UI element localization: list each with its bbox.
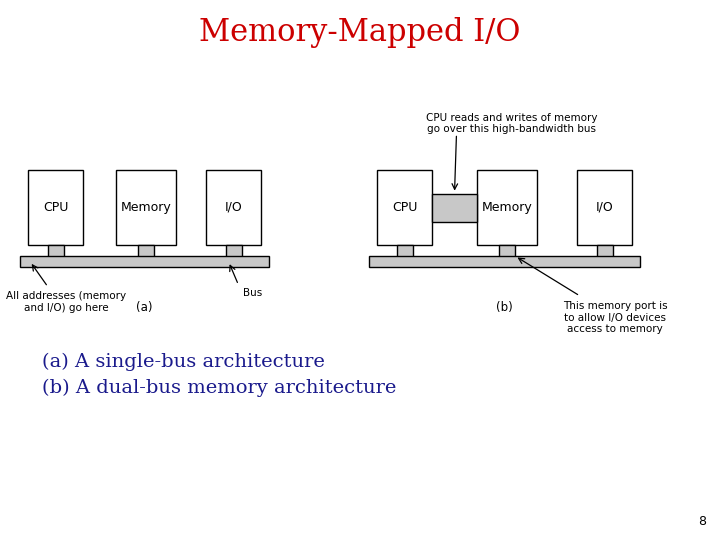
Bar <box>225 245 241 259</box>
Bar <box>28 170 83 245</box>
Bar <box>20 256 269 267</box>
Text: CPU: CPU <box>42 201 68 214</box>
Bar <box>138 245 154 259</box>
Bar <box>369 256 640 267</box>
Text: (a): (a) <box>136 300 153 314</box>
Text: This memory port is
to allow I/O devices
access to memory: This memory port is to allow I/O devices… <box>563 301 667 334</box>
Text: Memory: Memory <box>482 201 532 214</box>
Bar <box>206 170 261 245</box>
Text: Bus: Bus <box>243 288 262 298</box>
Bar <box>477 170 537 245</box>
Text: I/O: I/O <box>595 201 613 214</box>
Bar <box>116 170 176 245</box>
Text: (b) A dual-bus memory architecture: (b) A dual-bus memory architecture <box>42 379 397 397</box>
Text: All addresses (memory
and I/O) go here: All addresses (memory and I/O) go here <box>6 291 126 313</box>
Bar <box>577 170 632 245</box>
Text: (b): (b) <box>496 300 513 314</box>
Text: 8: 8 <box>698 515 706 528</box>
Bar <box>397 245 413 259</box>
Text: (a) A single-bus architecture: (a) A single-bus architecture <box>42 353 325 371</box>
Bar <box>596 245 613 259</box>
Text: CPU reads and writes of memory
go over this high-bandwidth bus: CPU reads and writes of memory go over t… <box>426 113 598 134</box>
Bar <box>432 193 477 221</box>
Text: Memory-Mapped I/O: Memory-Mapped I/O <box>199 17 521 48</box>
Bar <box>377 170 432 245</box>
Text: I/O: I/O <box>225 201 243 214</box>
Bar <box>48 245 63 259</box>
Bar <box>499 245 515 259</box>
Text: Memory: Memory <box>121 201 171 214</box>
Text: CPU: CPU <box>392 201 417 214</box>
